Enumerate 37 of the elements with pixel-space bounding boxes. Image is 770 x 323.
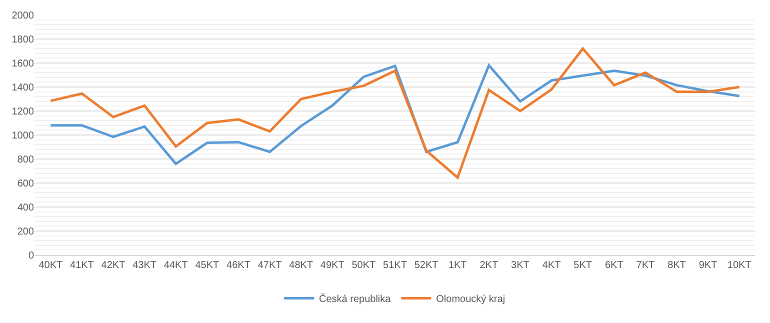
y-tick-label: 1400 [12, 82, 34, 94]
x-tick-label: 48KT [289, 260, 314, 271]
y-tick-label: 1800 [12, 34, 34, 46]
x-tick-label: 9KT [698, 260, 718, 271]
y-tick-label: 2000 [12, 10, 34, 22]
y-tick-label: 1200 [12, 106, 34, 118]
x-tick-label: 1KT [448, 260, 467, 271]
y-tick-label: 200 [17, 226, 34, 238]
x-tick-label: 41KT [70, 260, 94, 271]
x-tick-label: 46KT [226, 260, 250, 271]
line-series [49, 47, 741, 179]
y-tick-label: 0 [28, 250, 34, 262]
y-tick-label: 1000 [12, 130, 34, 142]
y-tick-label: 600 [17, 178, 34, 190]
y-tick-label: 800 [17, 154, 34, 166]
x-tick-label: 5KT [574, 260, 592, 271]
x-tick-label: 4KT [542, 260, 561, 271]
legend-label: Olomoucký kraj [436, 294, 506, 306]
x-tick-label: 45KT [195, 260, 220, 271]
x-tick-label: 10KT [727, 260, 752, 271]
legend-label: Česká republika [319, 293, 392, 306]
x-tick-label: 42KT [101, 260, 126, 271]
x-tick-label: 44KT [164, 260, 188, 271]
x-tick-label: 7KT [636, 260, 655, 271]
x-tick-label: 51KT [383, 260, 407, 271]
y-tick-label: 1600 [12, 58, 34, 70]
x-tick-label: 43KT [132, 260, 157, 271]
x-tick-label: 6KT [604, 260, 624, 271]
x-tick-label: 47KT [258, 260, 282, 271]
y-tick-label: 400 [17, 202, 34, 214]
x-tick-label: 8KT [668, 260, 686, 271]
x-tick-label: 3KT [511, 260, 530, 271]
x-tick-label: 40KT [38, 260, 63, 271]
x-tick-label: 50KT [352, 260, 376, 271]
x-tick-label: 2KT [480, 260, 498, 271]
x-tick-label: 49KT [320, 260, 344, 271]
x-tick-label: 52KT [414, 260, 438, 271]
